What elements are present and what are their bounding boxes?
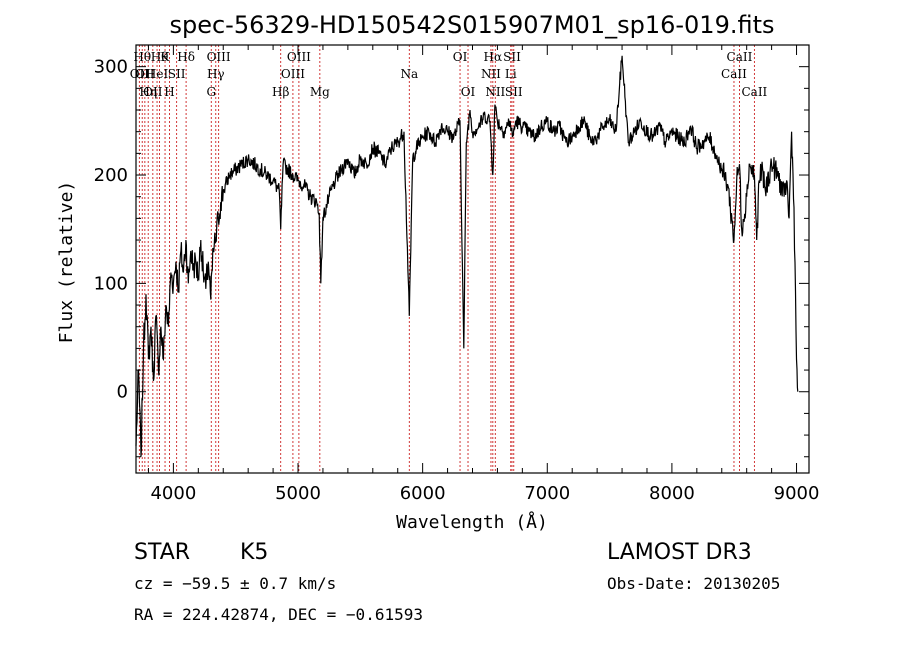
line-label-mg-5175: Mg <box>310 85 330 99</box>
line-label-h-3969: H <box>164 85 174 99</box>
object-class: STAR <box>134 540 190 565</box>
y-tick-label-300: 300 <box>94 57 128 78</box>
line-label-oii-3771: OII <box>135 67 155 81</box>
line-label-oiii-5007: OIII <box>287 50 311 64</box>
line-label-na-5893: Na <box>400 67 418 81</box>
line-label-caii-8498: CaII <box>721 67 747 81</box>
line-label-oi-6364: OI <box>461 85 476 99</box>
line-label-oiii-4363: OIII <box>207 50 231 64</box>
line-label-li-6707: Li <box>505 67 517 81</box>
line-label-hγ-4340: Hγ <box>207 67 225 81</box>
coordinates: RA = 224.42874, DEC = −0.61593 <box>134 605 423 624</box>
line-label-sii-6717: SII <box>503 50 521 64</box>
line-label-g-4304: G <box>206 85 216 99</box>
object-subclass: K5 <box>240 540 268 565</box>
y-tick-label-200: 200 <box>94 165 128 186</box>
y-tick-label-0: 0 <box>117 382 128 403</box>
spectral-line-labels: OIIHθOIIHηOIIHeIHθKHSIIHδGHγOIIIHβOIIIOI… <box>130 50 768 99</box>
line-label-sii-4026: SII <box>168 67 186 81</box>
x-tick-label-6000: 6000 <box>400 483 446 504</box>
x-axis-ticks: 4000 5000 6000 7000 8000 9000 <box>147 45 820 504</box>
x-axis-label: Wavelength (Å) <box>396 511 548 533</box>
plot-frame <box>135 44 810 474</box>
line-label-hη-3798: Hη <box>139 85 157 99</box>
line-label-oii-3727: OII <box>130 67 150 81</box>
line-label-hθ-3889: Hθ <box>151 50 169 64</box>
survey-name: LAMOST DR3 <box>607 540 752 565</box>
line-label-hei-3869: HeI <box>146 67 169 81</box>
line-label-hδ-4102: Hδ <box>177 50 195 64</box>
y-tick-label-100: 100 <box>94 273 128 294</box>
line-label-nii-6583: NII <box>485 85 505 99</box>
line-label-oiii-4959: OIII <box>281 67 305 81</box>
line-label-oii-3835: OII <box>143 85 163 99</box>
x-tick-label-4000: 4000 <box>150 483 196 504</box>
spectral-line-markers <box>138 45 755 473</box>
chart-title: spec-56329-HD150542S015907M01_sp16-019.f… <box>169 11 774 39</box>
y-axis-label: Flux (relative) <box>56 181 77 344</box>
x-tick-label-7000: 7000 <box>524 483 570 504</box>
observation-date: Obs-Date: 20130205 <box>607 574 780 593</box>
x-tick-label-5000: 5000 <box>275 483 321 504</box>
spectrum-series <box>135 55 799 457</box>
line-label-hθ-3750: Hθ <box>133 50 151 64</box>
line-label-nii-6548: NII <box>481 67 501 81</box>
line-label-k-3933: K <box>161 50 171 64</box>
x-tick-label-8000: 8000 <box>649 483 695 504</box>
line-label-caii-8542: CaII <box>727 50 753 64</box>
y-axis-ticks: 0 100 200 300 <box>94 57 809 458</box>
line-label-hα-6563: Hα <box>484 50 503 64</box>
x-tick-label-9000: 9000 <box>774 483 820 504</box>
line-label-oi-6300: OI <box>453 50 468 64</box>
redshift-velocity: cz = −59.5 ± 0.7 km/s <box>134 574 336 593</box>
line-label-sii-6731: SII <box>505 85 523 99</box>
line-label-hβ-4861: Hβ <box>272 85 289 99</box>
line-label-caii-8662: CaII <box>741 85 767 99</box>
